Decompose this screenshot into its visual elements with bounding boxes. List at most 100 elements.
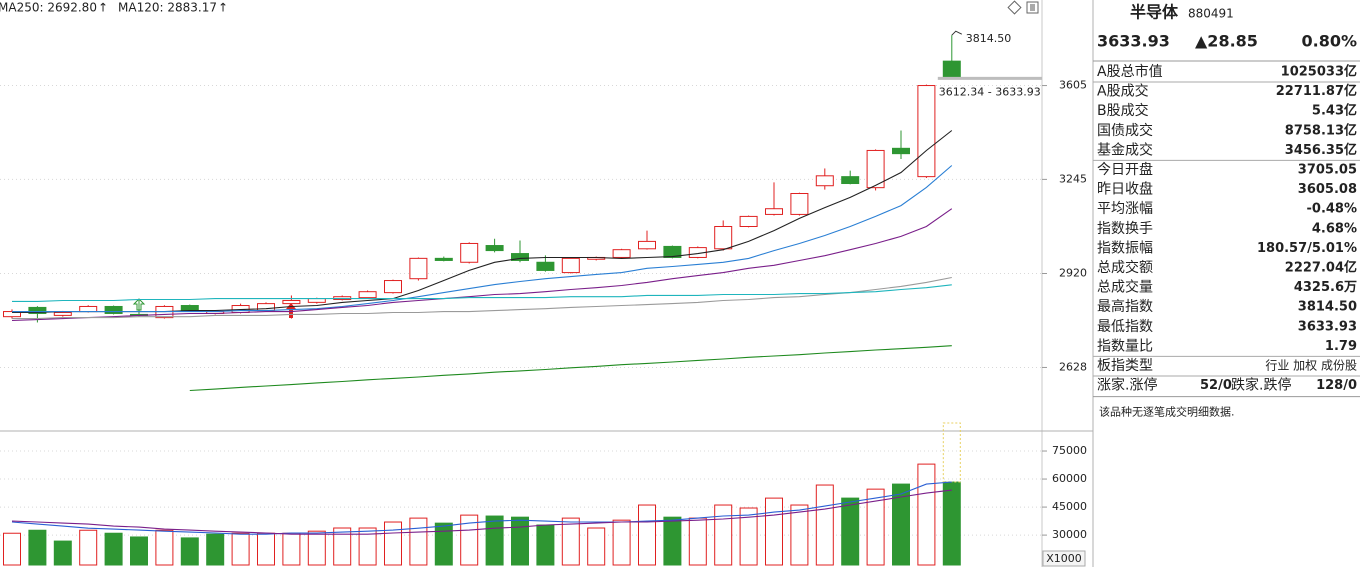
volume-bar — [892, 483, 910, 566]
line-series — [12, 165, 953, 313]
candle-body — [765, 208, 783, 215]
volume-bar — [790, 504, 809, 566]
volume-bar — [739, 507, 758, 566]
volume-bar — [815, 484, 834, 566]
y-tick-label: 2920 — [1059, 266, 1087, 279]
row-label: 总成交量 — [1097, 279, 1153, 296]
high-annotation: 3814.50 — [966, 32, 1012, 45]
volume-bar — [866, 488, 885, 566]
candle-body — [53, 312, 72, 316]
line-series — [11, 489, 952, 535]
row-label: 国债成交 — [1097, 122, 1153, 139]
volume-bar — [53, 540, 72, 566]
line-series — [12, 284, 952, 302]
row-label: A股总市值 — [1097, 63, 1163, 80]
volume-bar — [282, 532, 301, 566]
volume-bar — [409, 517, 428, 566]
row-value: 1025033亿 — [1281, 64, 1357, 80]
volume-bar — [231, 532, 250, 566]
candle-body — [434, 257, 453, 261]
y-tick-label: 45000 — [1052, 500, 1087, 513]
window-button[interactable] — [1026, 1, 1039, 14]
candle-body — [942, 60, 961, 79]
volume-bar — [942, 481, 961, 566]
row-value: 行业 加权 成份股 — [1265, 359, 1357, 373]
candle-body — [638, 240, 656, 250]
window-button-inner — [1030, 4, 1035, 11]
candle-body — [28, 306, 47, 314]
indicator-arrow: ↑ — [98, 1, 108, 15]
volume-bar — [384, 521, 402, 566]
candle-body — [282, 299, 301, 305]
candle-body — [257, 303, 275, 312]
price-change-pct: 0.80% — [1301, 32, 1357, 51]
candle-body — [180, 305, 199, 312]
volume-bar — [307, 530, 326, 566]
candle-body — [841, 176, 860, 185]
row-value: 22711.87亿 — [1276, 83, 1357, 99]
diamond-button[interactable] — [1007, 0, 1022, 15]
volume-bar — [434, 522, 453, 566]
candle-body — [460, 242, 479, 263]
header: MA250: 2692.80 ↑ MA120: 2883.17 ↑ — [0, 1, 228, 15]
price-change: ▲28.85 — [1195, 32, 1258, 51]
breadth-down-value: 128/0 — [1316, 378, 1357, 393]
unit-label: X1000 — [1046, 552, 1082, 565]
row-value: 3633.93 — [1298, 319, 1357, 334]
row-value: 3605.08 — [1298, 182, 1357, 197]
volume-bar — [485, 515, 504, 566]
row-value: 3814.50 — [1298, 300, 1357, 315]
annotation-leader — [951, 30, 963, 36]
candle-body — [409, 257, 428, 280]
volume-bar — [358, 527, 377, 566]
y-tick-label: 60000 — [1052, 472, 1087, 485]
candle-body — [79, 305, 98, 313]
volume-bar — [714, 504, 733, 566]
volume-bar — [257, 532, 275, 566]
volume-bar — [206, 533, 225, 566]
candle-body — [485, 245, 504, 252]
candle-body — [714, 225, 733, 250]
unit-box — [1042, 550, 1086, 567]
y-tick-label: 3245 — [1059, 172, 1087, 185]
volume-bar — [3, 532, 21, 566]
volume-bar — [688, 517, 707, 566]
row-value: 3705.05 — [1298, 163, 1357, 178]
y-tick-label: 2628 — [1059, 360, 1087, 373]
indicator-label: MA250: 2692.80 — [0, 1, 97, 15]
row-label: 指数振幅 — [1097, 240, 1153, 256]
panel-title: 半导体 — [1130, 3, 1179, 22]
volume-bar — [663, 516, 682, 566]
row-value: -0.48% — [1307, 202, 1358, 217]
row-label: 最高指数 — [1097, 298, 1153, 315]
chart-panes: 2628 2920 3245 3605 3814.50 3612.34 - 3633.93… — [0, 30, 1087, 567]
volume-bar — [511, 516, 529, 566]
row-label: 总成交额 — [1097, 259, 1153, 276]
volume-bar — [536, 524, 555, 566]
row-value: 4325.6万 — [1294, 280, 1357, 295]
volume-bar — [561, 517, 580, 566]
row-value: 180.57/5.01% — [1257, 241, 1357, 256]
candle-body — [511, 253, 529, 261]
candle-body — [790, 193, 809, 215]
indicator-arrow: ↑ — [218, 1, 228, 15]
volume-bar — [79, 529, 98, 566]
volume-bar — [638, 504, 656, 566]
volume-bar — [612, 519, 631, 566]
row-label: 基金成交 — [1097, 141, 1153, 158]
row-label: 昨日收盘 — [1097, 181, 1153, 198]
row-value: 3456.35亿 — [1285, 142, 1357, 158]
row-value: 8758.13亿 — [1285, 122, 1357, 138]
candle-body — [739, 215, 758, 227]
panel-note: 该品种无逐笔成交明细数据. — [1099, 405, 1235, 419]
row-label: 最低指数 — [1097, 319, 1153, 335]
candle-body — [561, 257, 580, 274]
y-tick-label: 3605 — [1059, 79, 1087, 92]
row-label: A股成交 — [1097, 83, 1149, 100]
row-value: 4.68% — [1312, 221, 1357, 236]
row-value: 5.43亿 — [1312, 103, 1357, 119]
volume-bar — [28, 529, 47, 566]
